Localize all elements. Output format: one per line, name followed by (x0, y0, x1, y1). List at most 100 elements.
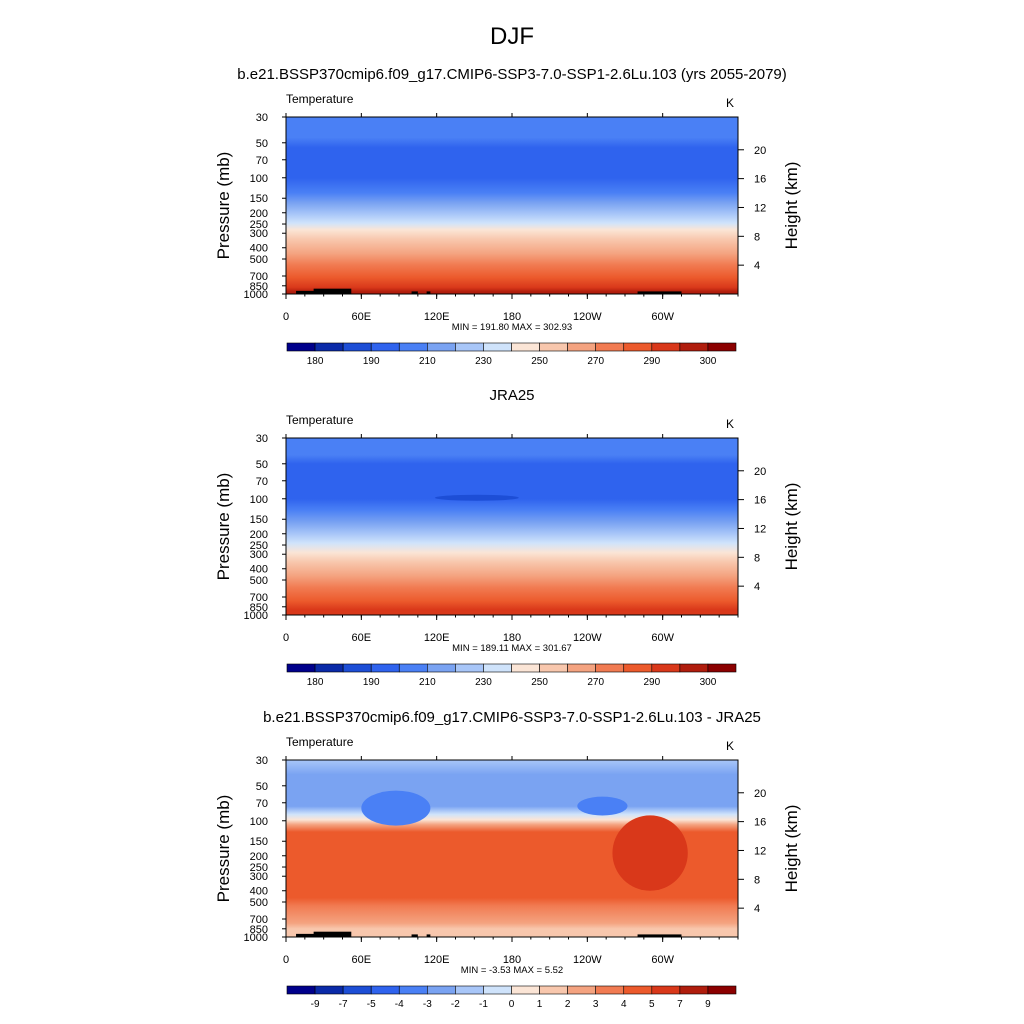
height-tick-label: 20 (754, 145, 766, 157)
x-tick-label: 0 (283, 632, 289, 644)
x-tick-label: 180 (503, 632, 521, 644)
x-tick-label: 0 (283, 311, 289, 323)
colorbar-box (342, 663, 372, 673)
stats-label: MIN = 189.11 MAX = 301.67 (452, 643, 572, 654)
x-tick-label: 60E (352, 311, 372, 323)
left-label: Temperature (286, 413, 354, 427)
colorbar-label: 210 (419, 356, 436, 367)
colorbar-label: 230 (475, 356, 492, 367)
y-tick-label: 70 (256, 798, 268, 810)
colorbar-label: -3 (423, 999, 432, 1010)
colorbar-box (314, 985, 344, 995)
y-tick-label: 300 (250, 871, 268, 883)
y-tick-label: 1000 (244, 932, 268, 944)
y-tick-label: 850 (250, 602, 268, 614)
units-label: K (726, 96, 734, 110)
y-tick-label: 50 (256, 459, 268, 471)
y-axis-right-title: Height (km) (782, 805, 801, 893)
colorbar-box (567, 985, 596, 995)
chart-panel-2: JRA25 Temperature K Pressure (mb) 30 50 70 100 1… (214, 387, 801, 688)
y-axis-right-title: Height (km) (782, 162, 801, 250)
colorbar-box (511, 342, 540, 352)
x-tick-label: 120W (573, 632, 602, 644)
colorbar-box (483, 663, 512, 673)
colorbar-box (455, 985, 484, 995)
colorbar-box (427, 342, 456, 352)
x-tick-label: 180 (503, 954, 521, 966)
colorbar-box (679, 663, 709, 673)
y-axis-title: Pressure (mb) (214, 152, 233, 260)
height-tick-label: 8 (754, 552, 760, 564)
colorbar-label: -9 (311, 999, 320, 1010)
colorbar-label: -1 (479, 999, 488, 1010)
topography-mask (637, 934, 682, 937)
height-tick-label: 12 (754, 845, 766, 857)
y-tick-label: 500 (250, 575, 268, 587)
colorbar-box (707, 985, 737, 995)
colorbar-box (595, 663, 625, 673)
colorbar-label: -5 (367, 999, 376, 1010)
x-tick-label: 60E (352, 632, 372, 644)
colorbar-label: 250 (531, 356, 548, 367)
x-tick-label: 120W (573, 954, 602, 966)
height-tick-label: 16 (754, 174, 766, 186)
height-tick-label: 16 (754, 817, 766, 829)
y-axis-title: Pressure (mb) (214, 473, 233, 581)
height-tick-label: 12 (754, 202, 766, 214)
colorbar-box (286, 985, 316, 995)
colorbar-label: 3 (593, 999, 599, 1010)
colorbar-box (707, 663, 737, 673)
panel-title: b.e21.BSSP370cmip6.f09_g17.CMIP6-SSP3-7.… (263, 709, 761, 726)
colorbar-label: -7 (339, 999, 348, 1010)
colorbar-box (623, 342, 653, 352)
y-tick-label: 50 (256, 781, 268, 793)
colorbar-box (595, 985, 625, 995)
y-tick-label: 150 (250, 836, 268, 848)
x-tick-label: 120W (573, 311, 602, 323)
colorbar-box (651, 663, 681, 673)
left-label: Temperature (286, 735, 354, 749)
y-tick-label: 100 (250, 816, 268, 828)
y-tick-label: 700 (250, 592, 268, 604)
height-tick-label: 12 (754, 523, 766, 535)
y-tick-label: 30 (256, 112, 268, 124)
colorbar-box (511, 985, 540, 995)
anomaly-region-2 (577, 796, 628, 816)
y-tick-label: 700 (250, 914, 268, 926)
height-tick-label: 16 (754, 495, 766, 507)
height-tick-label: 8 (754, 874, 760, 886)
height-tick-label: 20 (754, 788, 766, 800)
y-tick-label: 200 (250, 529, 268, 541)
colorbar-box (623, 663, 653, 673)
topography-mask (426, 291, 431, 294)
y-tick-label: 850 (250, 924, 268, 936)
y-tick-label: 1000 (244, 610, 268, 622)
chart-panel-3: b.e21.BSSP370cmip6.f09_g17.CMIP6-SSP3-7.… (214, 709, 801, 1010)
y-tick-label: 400 (250, 243, 268, 255)
x-tick-label: 60E (352, 954, 372, 966)
anomaly-region-3 (612, 815, 688, 891)
colorbar-box (511, 663, 540, 673)
y-tick-label: 850 (250, 281, 268, 293)
colorbar-label: 190 (363, 677, 380, 688)
left-label: Temperature (286, 92, 354, 106)
y-tick-label: 100 (250, 494, 268, 506)
colorbar-box (286, 342, 316, 352)
y-tick-label: 250 (250, 862, 268, 874)
y-tick-label: 150 (250, 193, 268, 205)
y-tick-label: 200 (250, 208, 268, 220)
y-axis-right-title: Height (km) (782, 483, 801, 571)
topography-mask (313, 288, 352, 294)
colorbar-box (370, 985, 400, 995)
colorbar-box (539, 985, 568, 995)
colorbar-box (455, 663, 484, 673)
contour-fill (286, 438, 738, 615)
colorbar-box (539, 663, 568, 673)
y-tick-label: 150 (250, 514, 268, 526)
colorbar-label: 290 (643, 356, 660, 367)
colorbar-label: 190 (363, 356, 380, 367)
colorbar-box (398, 342, 428, 352)
height-tick-label: 4 (754, 581, 760, 593)
